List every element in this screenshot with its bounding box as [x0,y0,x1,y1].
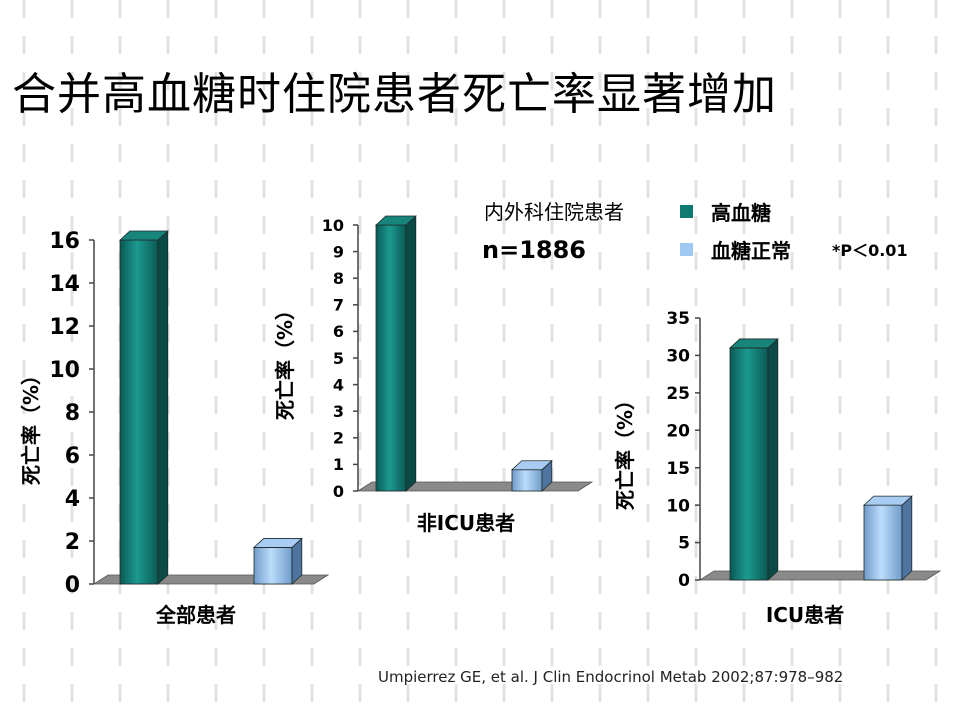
y-tick-label: 6 [65,444,80,469]
bar-normoglycemia-side [901,495,913,581]
y-tick-label: 5 [333,349,344,368]
y-axis-label: 死亡率（%） [273,300,297,420]
y-tick-label: 1 [333,455,344,474]
bar-normoglycemia [252,537,303,585]
y-tick-label: 16 [49,229,80,254]
y-tick-label: 4 [333,375,344,394]
bar-hyperglycemia-top [118,230,169,241]
x-axis-label: 全部患者 [155,603,236,627]
bar-hyperglycemia-front [119,239,159,585]
y-tick-label: 2 [333,429,344,448]
bar-normoglycemia-top [252,538,303,548]
y-axis-label: 死亡率（%） [613,390,637,510]
legend-swatch-normoglycemia [680,243,693,256]
y-tick-label: 14 [49,272,80,297]
bar-hyperglycemia-top [374,215,417,226]
y-tick-label: 8 [333,269,344,288]
bar-normoglycemia-top [862,495,913,506]
slide-title: 合并高血糖时住院患者死亡率显著增加 [12,69,777,120]
legend-swatch-hyperglycemia [680,205,693,218]
y-tick-label: 20 [666,421,690,441]
y-tick-label: 25 [666,384,690,404]
y-tick-label: 2 [65,530,80,555]
y-tick-label: 9 [333,242,344,261]
bar-hyperglycemia-side [767,338,779,581]
y-tick-label: 10 [322,216,344,235]
bar-normoglycemia [510,459,553,492]
x-axis-label: ICU患者 [766,603,844,627]
bar-hyperglycemia [118,230,169,585]
citation: Umpierrez GE, et al. J Clin Endocrinol M… [378,668,844,686]
p-value-note: *P＜0.01 [832,241,908,260]
y-tick-label: 35 [666,309,690,329]
bar-normoglycemia [862,495,913,581]
legend-heading: 内外科住院患者 [484,200,624,224]
sample-size-label: n=1886 [482,236,586,264]
bar-hyperglycemia [374,215,417,492]
y-tick-label: 0 [333,482,344,501]
y-tick-label: 7 [333,296,344,315]
bar-hyperglycemia [728,338,779,581]
bar-normoglycemia-front [863,504,903,581]
y-tick-label: 0 [678,571,690,591]
y-tick-label: 4 [65,487,80,512]
y-tick-label: 8 [65,401,80,426]
legend-label-hyperglycemia: 高血糖 [711,201,771,225]
bar-hyperglycemia-front [729,347,769,581]
bar-normoglycemia-front [253,547,293,585]
y-tick-label: 3 [333,402,344,421]
bar-normoglycemia-top [510,460,553,471]
legend-item-normoglycemia: 血糖正常 [680,235,791,264]
legend-label-normoglycemia: 血糖正常 [711,239,791,263]
y-tick-label: 30 [666,347,690,367]
y-tick-label: 10 [49,358,80,383]
legend-item-hyperglycemia: 高血糖 [680,197,771,226]
y-tick-label: 15 [666,459,690,479]
y-tick-label: 5 [678,534,690,554]
x-axis-label: 非ICU患者 [417,511,515,535]
y-tick-label: 10 [666,496,690,516]
bar-hyperglycemia-front [375,224,407,492]
bar-hyperglycemia-top [728,338,779,349]
y-tick-label: 6 [333,322,344,341]
y-axis-label: 死亡率（%） [19,365,43,485]
y-tick-label: 0 [65,573,80,598]
y-tick-label: 12 [49,315,80,340]
